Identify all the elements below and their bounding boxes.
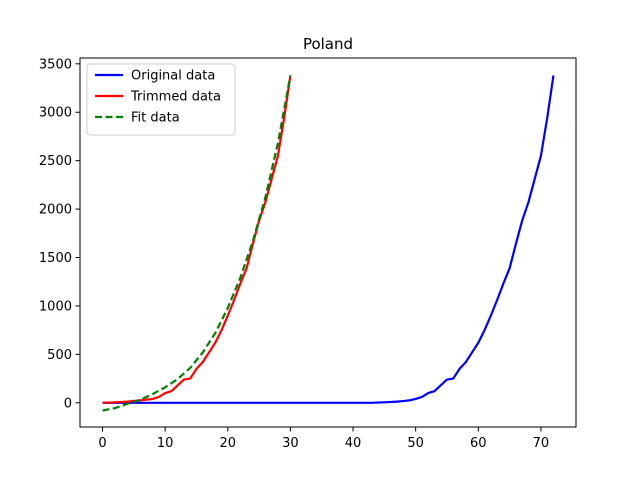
- legend-label-2: Trimmed data: [130, 90, 221, 105]
- x-tick-label: 10: [157, 436, 174, 451]
- series-line-1: [102, 75, 555, 404]
- legend-label-1: Original data: [131, 69, 215, 84]
- y-tick-label: 0: [64, 396, 72, 411]
- x-tick-label: 50: [407, 436, 424, 451]
- y-tick-label: 500: [47, 348, 72, 363]
- x-tick-label: 40: [345, 436, 362, 451]
- x-tick-label: 20: [220, 436, 237, 451]
- y-tick-label: 2500: [39, 154, 72, 169]
- x-tick-label: 0: [98, 436, 106, 451]
- chart-title: Poland: [303, 35, 353, 53]
- y-tick-label: 3500: [39, 57, 72, 72]
- y-tick-label: 3000: [39, 106, 72, 121]
- y-tick-label: 1000: [39, 299, 72, 314]
- x-tick-label: 30: [282, 436, 299, 451]
- legend-box: [86, 63, 236, 136]
- legend: Original data Trimmed data Fit data: [86, 63, 236, 136]
- series-group: [102, 75, 555, 412]
- x-tick-label: 70: [533, 436, 550, 451]
- plot-area: 0 10 20 30 40 50 60 70 0 500 1000 1500 2000 2500 3000 3…: [39, 57, 577, 451]
- series-line-3: [102, 75, 292, 412]
- legend-label-3: Fit data: [131, 111, 180, 126]
- y-tick-label: 1500: [39, 251, 72, 266]
- y-tick-label: 2000: [39, 203, 72, 218]
- x-tick-label: 60: [470, 436, 487, 451]
- axes-frame: [79, 57, 577, 428]
